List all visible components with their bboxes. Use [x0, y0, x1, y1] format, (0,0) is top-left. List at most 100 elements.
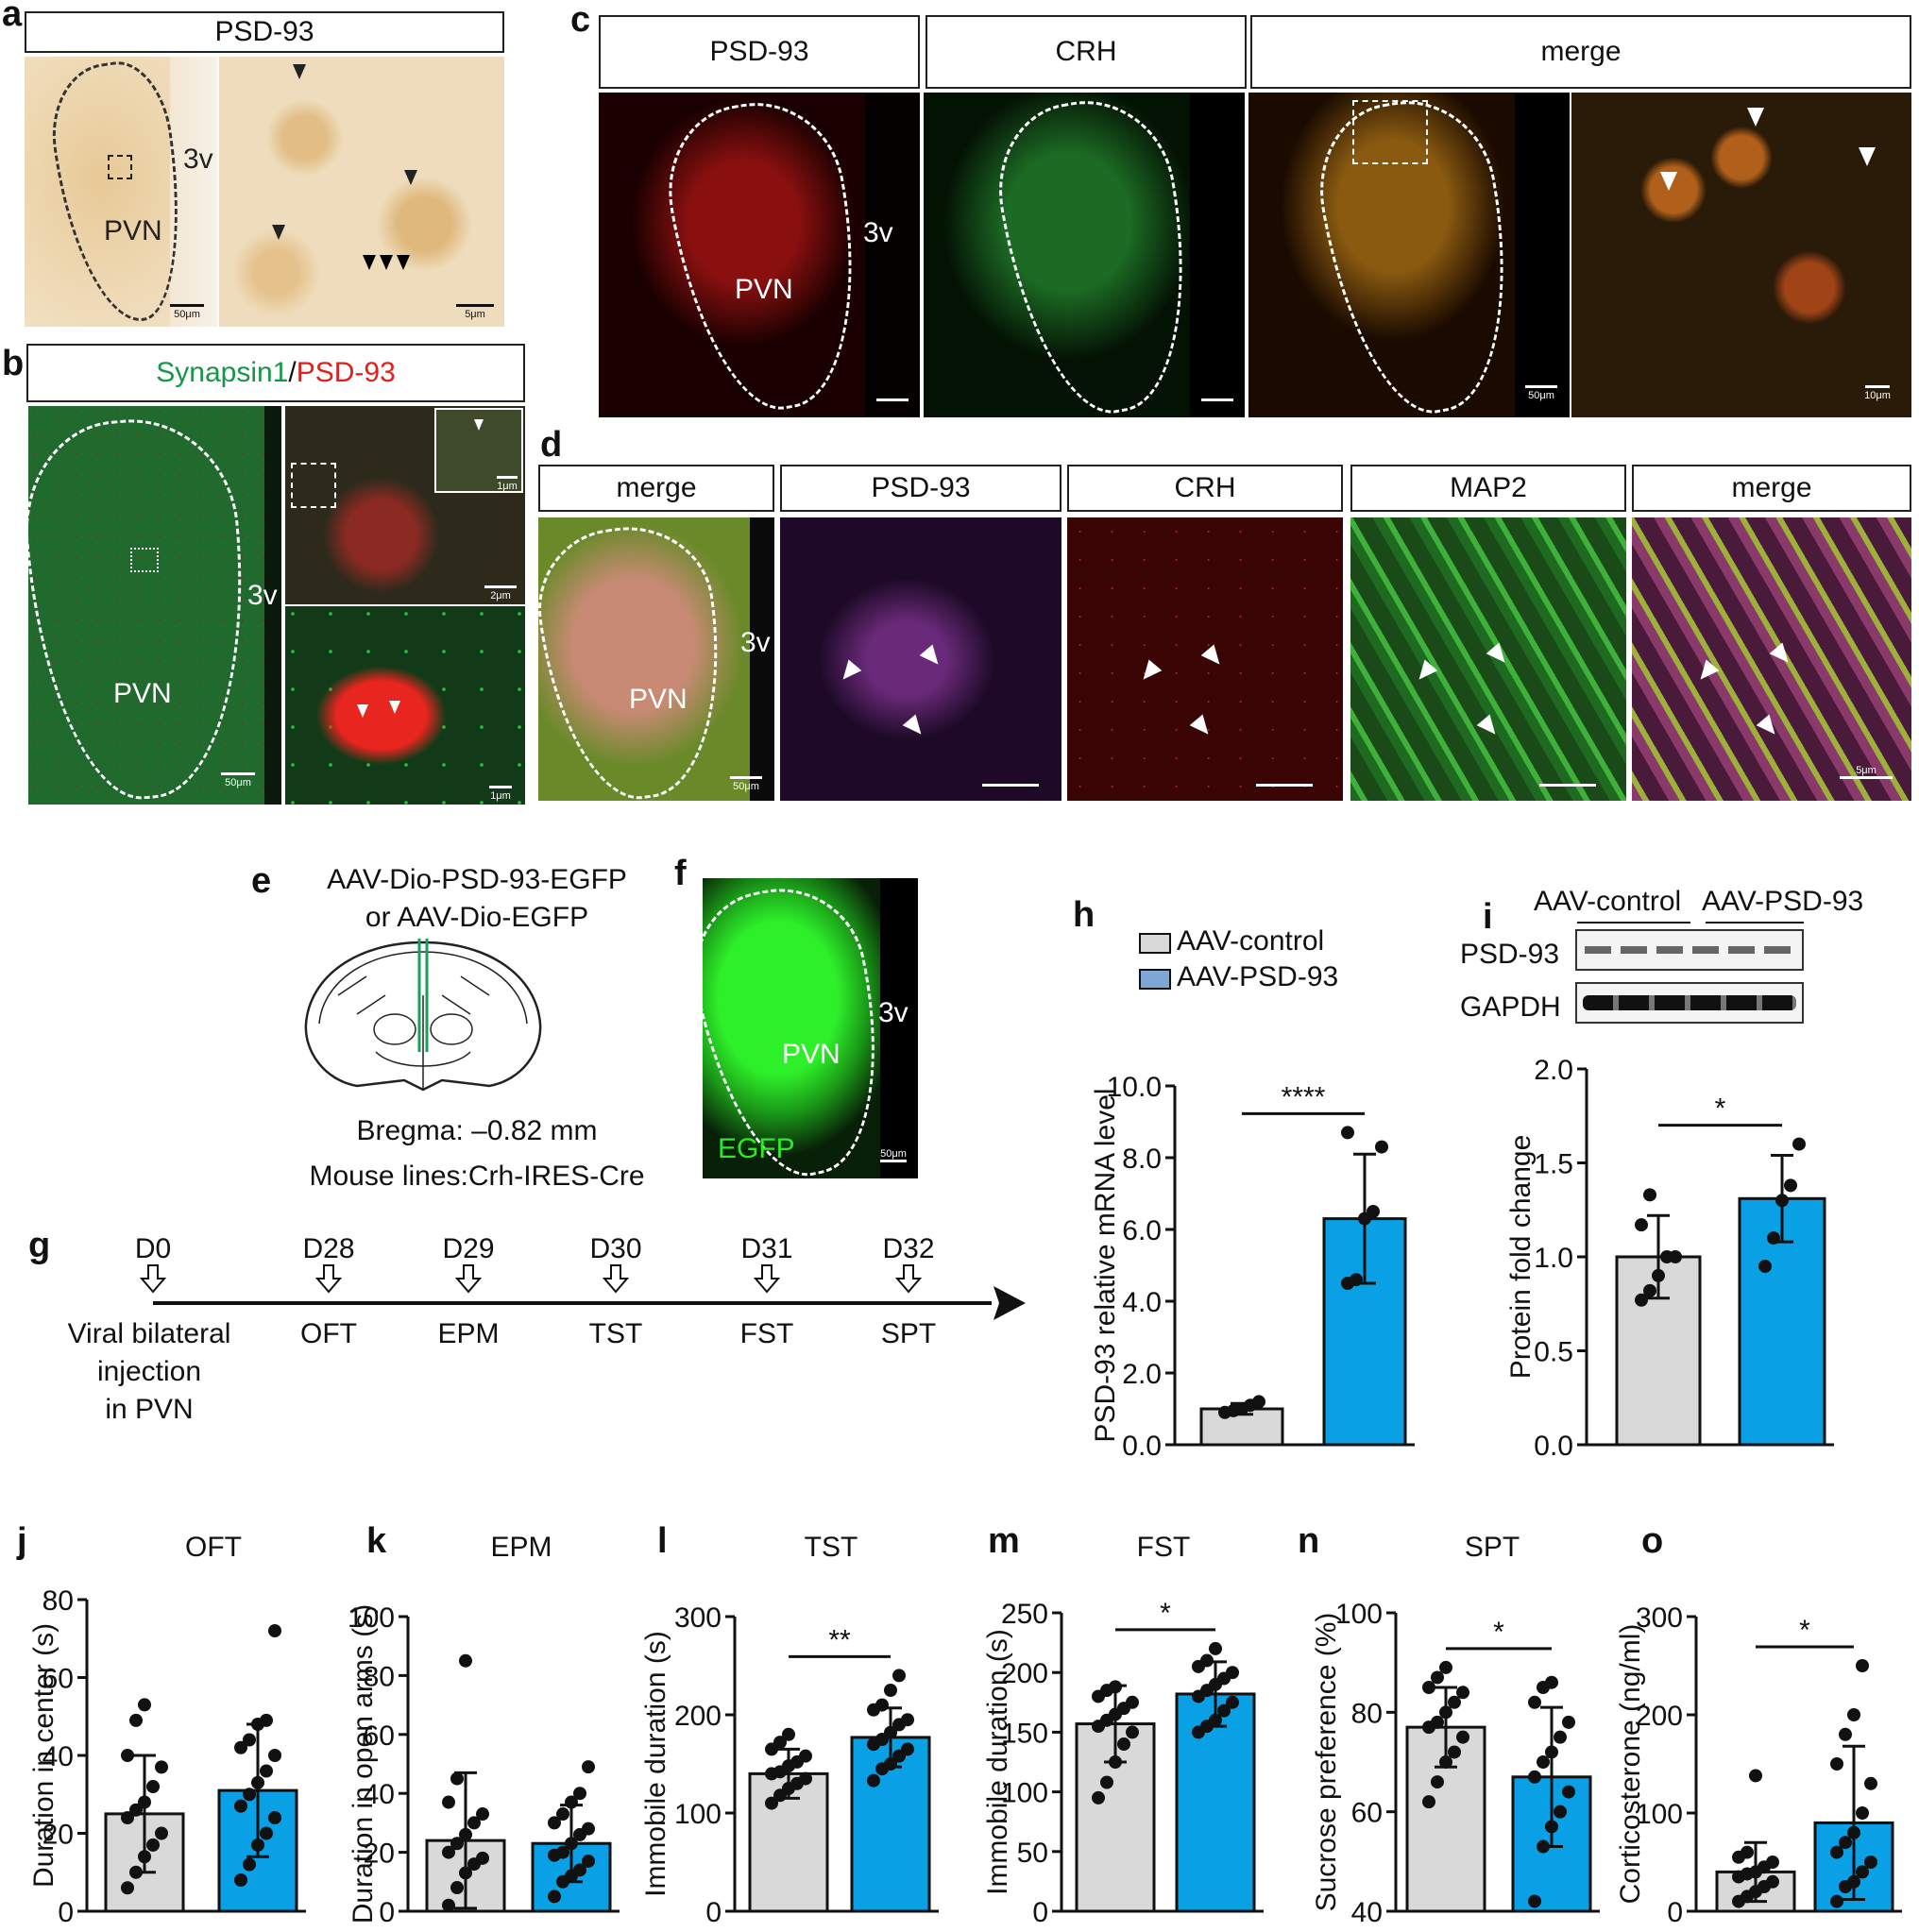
chart-i-ytick-label: 0.5 [1534, 1337, 1573, 1368]
chart-k-point [476, 1807, 489, 1822]
chart-n-ytick-label: 60 [1351, 1798, 1383, 1829]
chart-l-point [884, 1725, 897, 1739]
panel-b-synapse-image: 1μm [285, 606, 525, 805]
timeline-down-arrow-icon [454, 1264, 483, 1294]
chart-i-ytick-label: 0.0 [1534, 1431, 1573, 1462]
timeline-label-0-2: in PVN [105, 1394, 193, 1425]
chart-j-ytick-label: 40 [42, 1741, 74, 1772]
chart-m-point [1226, 1695, 1239, 1709]
chart-n-point [1456, 1686, 1469, 1700]
panel-b-scale-zoom: 2μm [480, 585, 521, 602]
panel-c-scale-zoom: 10μm [1857, 385, 1898, 401]
panel-h-legend: AAV-control AAV-PSD-93 [1139, 924, 1338, 995]
chart-i-point [1635, 1293, 1648, 1307]
chart-l-point [892, 1669, 906, 1683]
chart-m-point [1109, 1755, 1122, 1769]
chart-m-ylabel: Immobile duration (s) [982, 1629, 1013, 1895]
chart-m-point [1209, 1641, 1222, 1655]
chart-k-point [459, 1866, 472, 1880]
chart-l-point [901, 1713, 914, 1727]
timeline-label-0-1: injection [97, 1356, 201, 1387]
panel-letter-j: j [16, 1521, 27, 1561]
timeline-day-d29: D29 [442, 1233, 494, 1264]
chart-o-point [1847, 1708, 1860, 1721]
panel-c-zoom-image: 10μm [1571, 93, 1911, 417]
chart-j-ytick-label: 80 [42, 1585, 74, 1617]
chart-n-point [1554, 1805, 1567, 1819]
chart-h-ylabel: PSD-93 relative mRNA level [1090, 1088, 1121, 1442]
panel-d-crh-image [1067, 517, 1343, 801]
chart-h-point [1350, 1273, 1363, 1287]
chart-l-ylabel: Immobile duration (s) [640, 1631, 671, 1897]
panel-letter-n: n [1298, 1521, 1319, 1561]
timeline-label-0-0: Viral bilateral [68, 1318, 231, 1349]
chart-j-point [138, 1698, 151, 1712]
panel-d-psd93-image [780, 517, 1061, 801]
panel-f-ventricle-label: 3v [878, 997, 909, 1028]
chart-l-point [875, 1698, 889, 1712]
chart-o-point [1839, 1727, 1852, 1741]
chart-n-point [1554, 1730, 1567, 1744]
chart-o-point [1766, 1874, 1779, 1889]
chart-m-ytick-label: 50 [1017, 1838, 1048, 1869]
chart-k-point [442, 1845, 455, 1859]
panel-letter-i: i [1483, 897, 1493, 937]
chart-n-point [1562, 1715, 1575, 1729]
blot-label-gapdh: GAPDH [1460, 991, 1561, 1023]
timeline-day-d32: D32 [882, 1233, 934, 1264]
chart-l-point [901, 1742, 914, 1756]
panel-a-region-label: PVN [104, 215, 162, 246]
chart-l-ytick-label: 200 [674, 1701, 722, 1732]
timeline-label-2-0: EPM [437, 1318, 499, 1349]
chart-j-point [260, 1764, 273, 1778]
chart-m-ytick-label: 250 [1001, 1599, 1048, 1630]
panel-c-psd93-image: PVN 3v [599, 93, 920, 417]
chart-l-sig-label: ** [828, 1624, 851, 1655]
western-blot-psd93 [1575, 929, 1804, 971]
chart-k-point [565, 1795, 578, 1809]
chart-n-point [1439, 1755, 1452, 1769]
blot-group-psd93: AAV-PSD-93 [1702, 886, 1864, 917]
chart-n-point [1528, 1770, 1541, 1784]
chart-n-ytick-label: 100 [1335, 1599, 1383, 1630]
chart-i-ytick-label: 1.0 [1534, 1243, 1573, 1274]
chart-m-point [1092, 1790, 1105, 1805]
chart-k-ytick-label: 60 [364, 1720, 395, 1752]
panel-e-info: Bregma: –0.82 mm Mouse lines:Crh-IRES-Cre [309, 1115, 645, 1192]
chart-n-point [1562, 1785, 1575, 1799]
chart-m-point [1209, 1713, 1222, 1727]
chart-i-point [1758, 1259, 1772, 1273]
legend-swatch-control [1139, 933, 1171, 954]
chart-k-point [450, 1881, 464, 1895]
chart-n-point [1439, 1705, 1452, 1720]
chart-j-point [121, 1881, 134, 1895]
chart-o-point [1864, 1856, 1877, 1869]
panel-b-header: Synapsin1/PSD-93 [26, 344, 525, 402]
timeline-label-4-0: FST [740, 1318, 794, 1349]
chart-m-ytick-label: 200 [1001, 1658, 1048, 1689]
panel-b-ventricle-label: 3v [247, 580, 278, 611]
panel-d-merge-image: 5μm [1632, 517, 1911, 801]
chart-j-point [234, 1740, 247, 1754]
chart-l-title: TST [805, 1532, 858, 1563]
panel-a-scale-left: 50μm [166, 304, 208, 320]
chart-n-point [1439, 1660, 1452, 1674]
chart-o-point [1864, 1776, 1877, 1790]
chart-n-point [1422, 1681, 1435, 1694]
chart-o-ytick-label: 300 [1636, 1602, 1683, 1634]
chart-k-point [582, 1854, 595, 1868]
chart-i-point [1635, 1218, 1648, 1232]
panel-c-header-crh: CRH [926, 15, 1247, 89]
chart-k-ylabel: Duration in open arms (s) [348, 1604, 379, 1924]
chart-j-point [129, 1803, 143, 1817]
chart-n-point [1431, 1670, 1444, 1685]
chart-i: 0.0 0.5 1.0 1.5 2.0 Protein fold change * [1505, 1055, 1834, 1462]
chart-j-point [138, 1850, 151, 1864]
chart-j-point [251, 1775, 264, 1789]
chart-j-point [129, 1713, 143, 1727]
panel-d-header-merge-overview: merge [538, 465, 774, 512]
panel-letter-m: m [988, 1521, 1020, 1561]
